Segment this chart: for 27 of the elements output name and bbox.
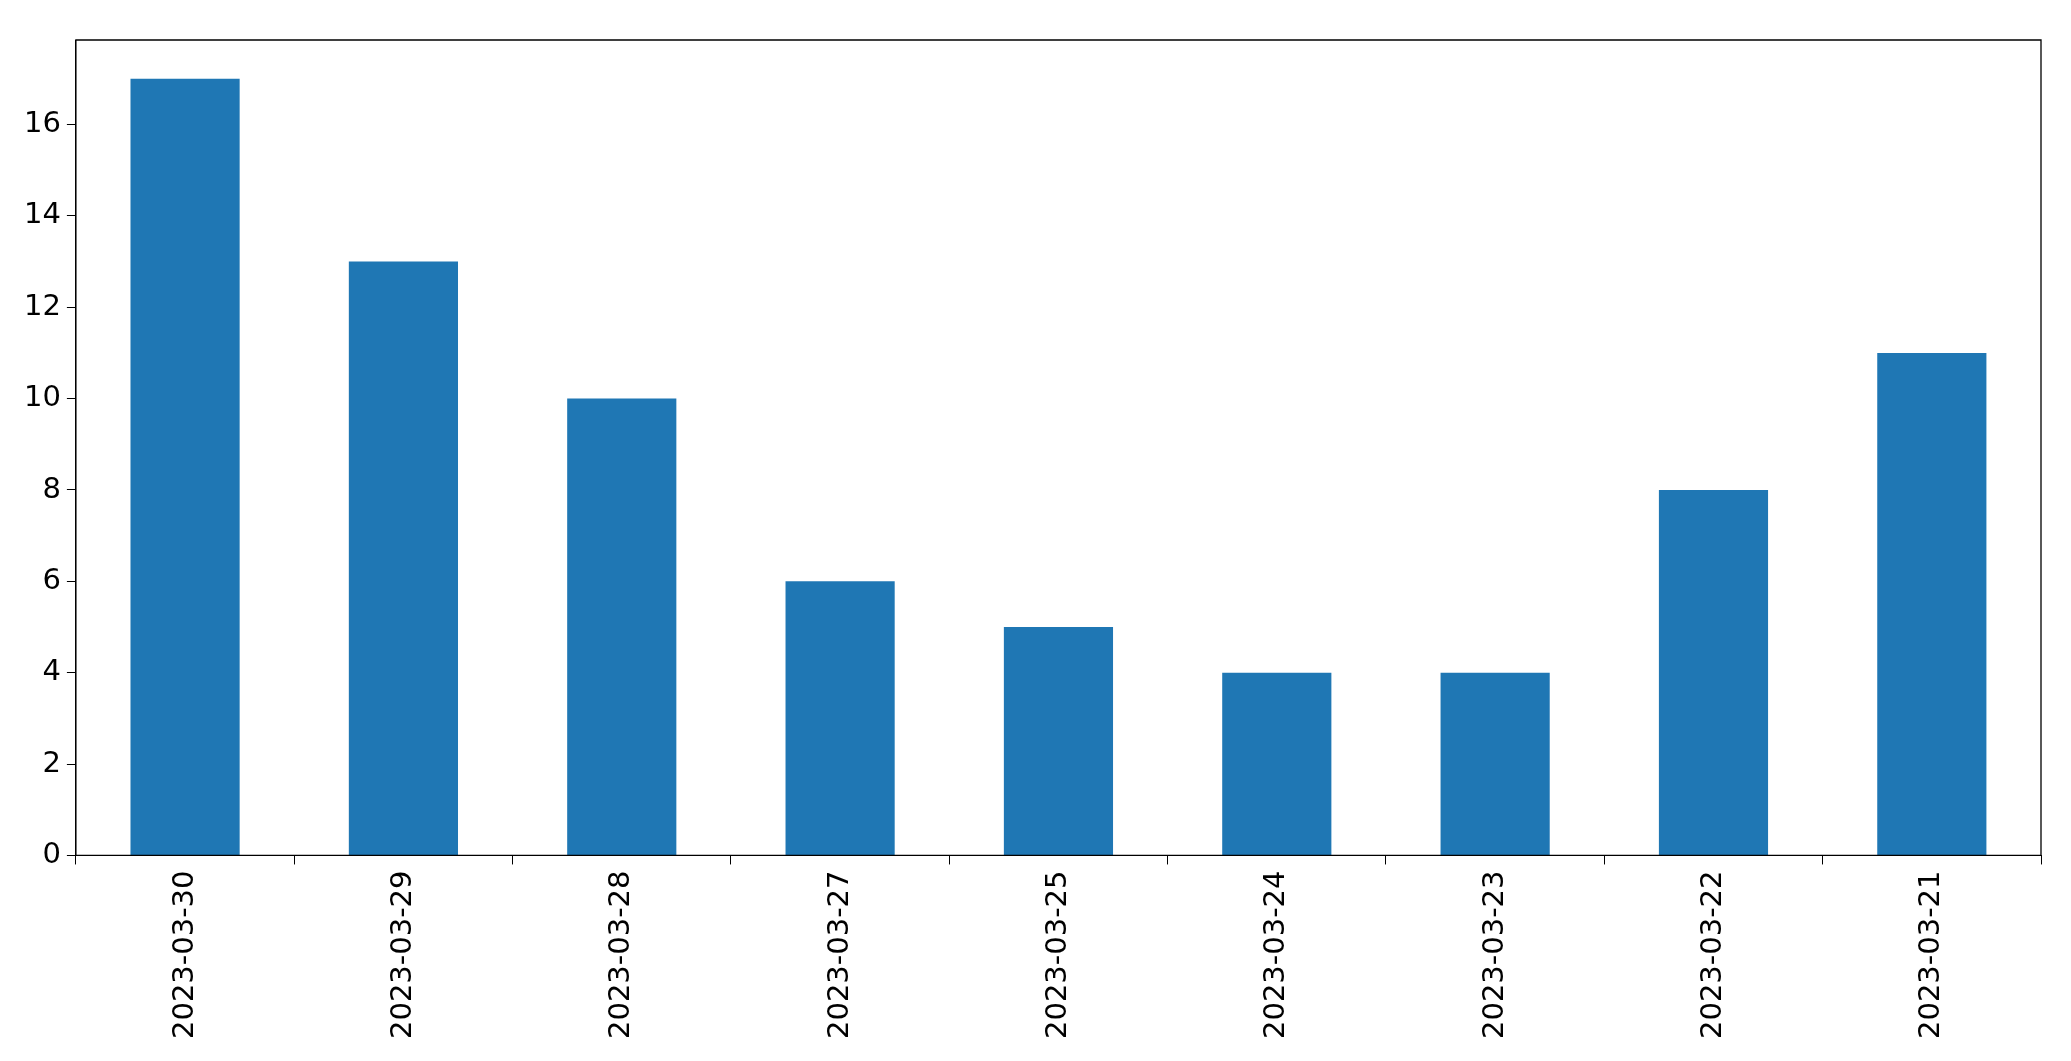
x-tick-label: 2023-03-29 [383, 870, 418, 1040]
y-tick-label: 14 [24, 196, 61, 231]
bar [1658, 489, 1769, 855]
x-tick-label: 2023-03-25 [1038, 870, 1073, 1040]
x-tick-label: 2023-03-30 [165, 870, 200, 1040]
y-tick-label: 10 [24, 379, 61, 414]
bar [348, 261, 458, 855]
x-tick-label: 2023-03-24 [1257, 870, 1292, 1040]
x-tick-label: 2023-03-21 [1912, 870, 1947, 1040]
y-tick-label: 2 [42, 744, 61, 779]
bar [785, 581, 895, 855]
bar [1222, 672, 1332, 855]
y-tick-label: 16 [24, 105, 61, 140]
bar [1003, 627, 1114, 855]
x-tick-label: 2023-03-23 [1475, 870, 1510, 1040]
x-tick-label: 2023-03-28 [602, 870, 637, 1040]
bar [130, 78, 240, 855]
bar [567, 398, 677, 855]
y-tick-label: 6 [42, 561, 61, 596]
y-tick-label: 8 [42, 470, 61, 505]
y-tick-label: 4 [42, 653, 61, 688]
bar [1877, 352, 1987, 855]
bar [1440, 672, 1550, 855]
y-tick-label: 12 [24, 287, 61, 322]
x-tick-label: 2023-03-22 [1694, 870, 1729, 1040]
x-tick-label: 2023-03-27 [820, 870, 855, 1040]
y-tick-label: 0 [42, 836, 61, 870]
